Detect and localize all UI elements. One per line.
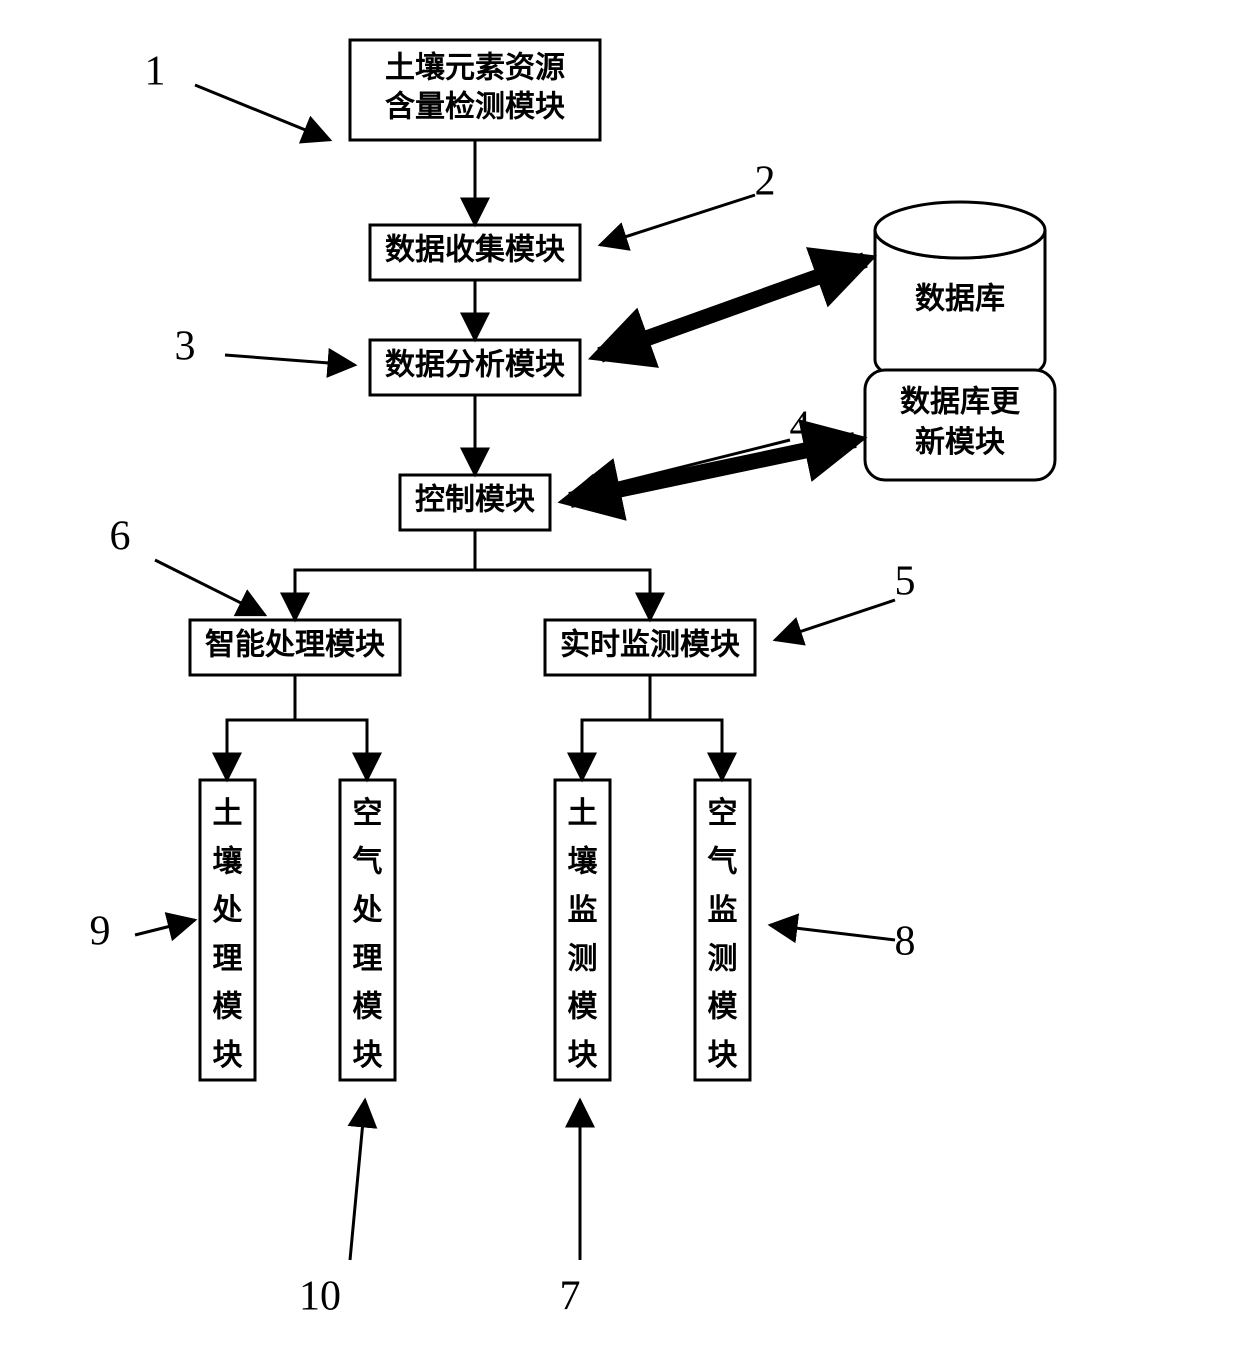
vbox-soil-monitor-char: 监 [568, 894, 598, 927]
label-arrow-5 [775, 600, 895, 640]
vbox-air-process-char: 块 [353, 1039, 383, 1072]
box-realtime-monitor: 实时监测模块 [545, 620, 755, 675]
box-db-update: 数据库更新模块 [865, 370, 1055, 480]
vbox-soil-process-char: 模 [213, 991, 243, 1024]
thick-arrow-0 [600, 260, 865, 355]
label-8: 8 [895, 919, 916, 965]
box-soil-detect-label: 土壤元素资源 [385, 50, 565, 84]
box-control-label: 控制模块 [415, 483, 535, 516]
label-5: 5 [895, 559, 916, 605]
label-3: 3 [175, 324, 196, 370]
box-db-update-label: 新模块 [915, 426, 1005, 459]
db-cylinder: 数据库 [875, 202, 1045, 388]
label-arrow-1 [195, 85, 330, 140]
thick-arrow-1 [570, 440, 855, 500]
label-arrow-2 [600, 195, 755, 245]
label-4: 4 [790, 404, 811, 450]
vbox-soil-process-char: 块 [213, 1039, 243, 1072]
vbox-air-monitor-char: 块 [708, 1039, 738, 1072]
branch-control-left [295, 530, 475, 620]
label-arrow-8 [770, 925, 895, 940]
branch-control-right [475, 530, 650, 620]
box-data-collect: 数据收集模块 [370, 225, 580, 280]
label-6: 6 [110, 514, 131, 560]
branch-6-10 [295, 675, 367, 780]
box-data-collect-label: 数据收集模块 [385, 233, 565, 266]
branch-5-7 [582, 675, 650, 780]
box-intelligent-process: 智能处理模块 [190, 620, 400, 675]
vbox-soil-process-char: 土 [213, 797, 243, 830]
vbox-air-process-char: 空 [353, 797, 383, 830]
vbox-air-monitor: 空气监测模块 [695, 780, 750, 1080]
branch-5-8 [650, 675, 722, 780]
label-1: 1 [145, 49, 166, 95]
vbox-air-monitor-char: 测 [708, 942, 738, 975]
label-arrow-10 [350, 1100, 365, 1260]
db-label: 数据库 [915, 282, 1005, 315]
vbox-air-monitor-char: 监 [708, 894, 738, 927]
label-arrow-6 [155, 560, 265, 615]
vbox-air-process: 空气处理模块 [340, 780, 395, 1080]
label-arrow-9 [135, 920, 195, 935]
vbox-air-process-char: 处 [352, 894, 383, 927]
label-arrow-3 [225, 355, 355, 365]
vbox-soil-monitor: 土壤监测模块 [555, 780, 610, 1080]
box-data-analyze-label: 数据分析模块 [385, 348, 565, 381]
vbox-air-monitor-char: 空 [708, 797, 738, 830]
label-2: 2 [755, 159, 776, 205]
box-data-analyze: 数据分析模块 [370, 340, 580, 395]
vbox-air-monitor-char: 气 [708, 846, 738, 879]
vbox-soil-monitor-char: 测 [568, 942, 598, 975]
vbox-soil-process-char: 壤 [213, 845, 243, 879]
box-soil-detect: 土壤元素资源含量检测模块 [350, 40, 600, 140]
vbox-soil-process-char: 理 [213, 942, 243, 975]
vbox-soil-monitor-char: 壤 [568, 845, 598, 879]
box-db-update-label: 数据库更 [900, 386, 1021, 419]
box-realtime-monitor-label: 实时监测模块 [560, 627, 740, 661]
vbox-air-monitor-char: 模 [708, 991, 738, 1024]
vbox-air-process-char: 模 [353, 991, 383, 1024]
box-intelligent-process-label: 智能处理模块 [205, 628, 385, 661]
label-9: 9 [90, 909, 111, 955]
branch-6-9 [227, 675, 295, 780]
vbox-soil-process: 土壤处理模块 [200, 780, 255, 1080]
vbox-soil-monitor-char: 块 [568, 1039, 598, 1072]
vbox-soil-monitor-char: 土 [568, 797, 598, 830]
label-7: 7 [560, 1274, 581, 1320]
vbox-soil-process-char: 处 [212, 894, 243, 927]
vbox-air-process-char: 理 [353, 942, 383, 975]
vbox-air-process-char: 气 [353, 846, 383, 879]
label-10: 10 [299, 1274, 341, 1320]
box-soil-detect-label: 含量检测模块 [385, 89, 565, 123]
box-control: 控制模块 [400, 475, 550, 530]
vbox-soil-monitor-char: 模 [568, 991, 598, 1024]
